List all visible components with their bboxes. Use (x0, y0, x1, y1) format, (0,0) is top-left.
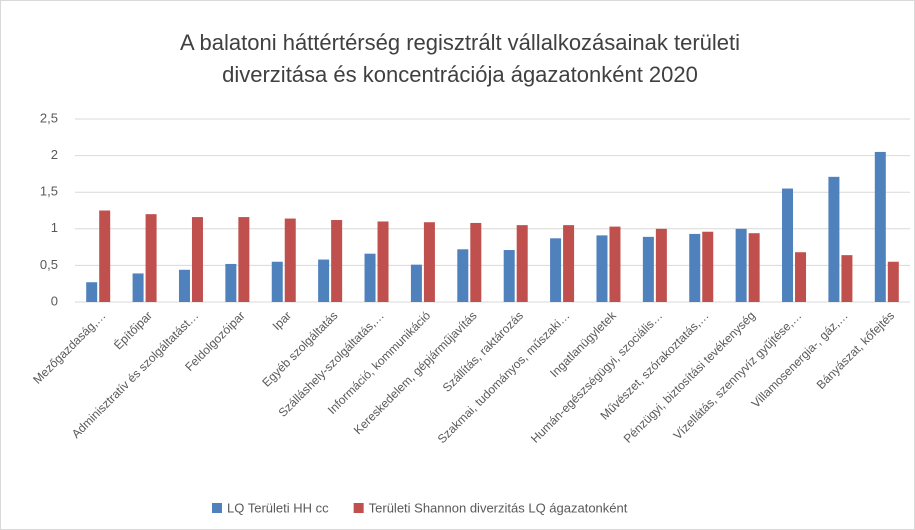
legend-label: LQ Területi HH cc (227, 500, 329, 515)
bar (782, 188, 794, 302)
bar (516, 225, 528, 302)
legend-label: Területi Shannon diverzitás LQ ágazatonk… (369, 500, 628, 515)
bar (470, 222, 482, 302)
bar (874, 151, 886, 302)
y-tick-label: 1 (51, 220, 58, 235)
bar (377, 221, 389, 302)
bar (410, 264, 422, 302)
bar (238, 217, 250, 302)
bar (132, 273, 144, 302)
y-tick-label: 2,5 (40, 110, 58, 125)
bar (178, 269, 190, 302)
bar (364, 253, 376, 302)
bar (503, 250, 515, 302)
bar (795, 252, 807, 302)
bar (86, 282, 98, 302)
y-tick-label: 0,5 (40, 257, 58, 272)
bar (828, 176, 840, 302)
bar (284, 218, 296, 302)
bar (841, 255, 853, 302)
bar (609, 226, 621, 302)
bar (331, 220, 343, 302)
bar (145, 214, 157, 302)
bar (748, 233, 760, 302)
bar (423, 222, 435, 302)
legend-swatch (212, 503, 222, 513)
bar (689, 233, 701, 302)
bar (191, 217, 203, 302)
bar (642, 236, 654, 302)
bar (550, 238, 562, 302)
chart-title: A balatoni háttértérség regisztrált váll… (180, 30, 740, 55)
bar (271, 261, 283, 302)
bar (735, 228, 747, 302)
bar (887, 261, 899, 302)
y-tick-label: 0 (51, 293, 58, 308)
bar (99, 210, 111, 302)
bar (318, 259, 330, 302)
chart-title: diverzitása és koncentrációja ágazatonké… (222, 62, 698, 87)
bar (596, 235, 608, 302)
bar (655, 228, 667, 302)
bar (457, 249, 469, 302)
bar (225, 263, 237, 302)
bar (563, 225, 575, 302)
y-tick-label: 1,5 (40, 184, 58, 199)
bar (702, 231, 714, 302)
legend-swatch (353, 503, 364, 513)
y-tick-label: 2 (51, 147, 58, 162)
